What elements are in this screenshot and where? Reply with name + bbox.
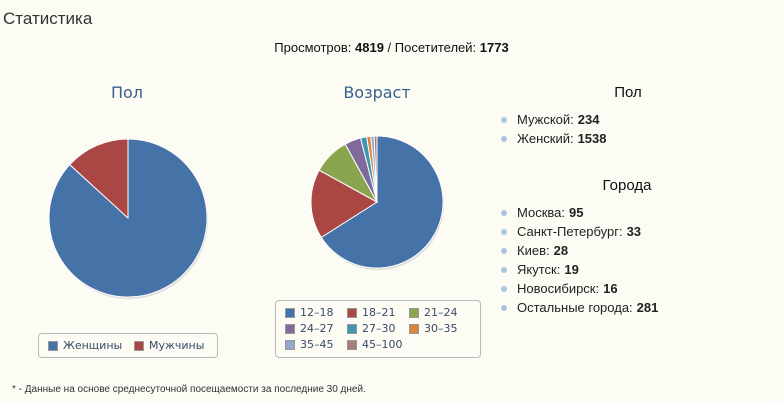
visitors-label: Посетителей: [394, 40, 477, 55]
cities-panel-list: Москва: 95 Санкт-Петербург: 33 Киев: 28 Яку… [501, 203, 658, 317]
city-item: Киев: 28 [501, 241, 658, 260]
legend-swatch [48, 340, 58, 351]
footnote: * - Данные на основе среднесуточной посе… [12, 384, 366, 395]
city-item: Москва: 95 [501, 203, 658, 222]
views-value: 4819 [355, 40, 384, 55]
page-title: Статистика [3, 9, 93, 28]
cities-panel-title: Города [602, 177, 652, 194]
item-value: 234 [577, 112, 600, 127]
item-value: 28 [553, 243, 569, 258]
summary-line: Просмотров: 4819 / Посетителей: 1773 [0, 40, 783, 55]
bullet-icon [501, 247, 507, 254]
item-value: 16 [603, 281, 618, 296]
age-legend-item: 21–24 [409, 306, 458, 319]
item-label: Новосибирск: [517, 281, 600, 296]
age-slice-1[interactable] [310, 169, 378, 239]
summary-separator: / [383, 40, 395, 55]
city-item: Новосибирск: 16 [501, 279, 658, 298]
city-item: Якутск: 19 [501, 260, 658, 279]
legend-label: 24–27 [300, 322, 334, 335]
gender-legend: Женщины Мужчины [38, 333, 218, 358]
age-legend-item: 27–30 [347, 322, 396, 335]
item-value: 95 [569, 205, 584, 220]
age-pie-chart [310, 135, 444, 270]
age-legend-item: 30–35 [409, 322, 458, 335]
gender-panel-item: Мужской: 234 [501, 110, 607, 129]
gender-chart-title: Пол [110, 83, 144, 102]
legend-label: 30–35 [424, 322, 458, 335]
legend-label: 45–100 [362, 338, 403, 351]
bullet-icon [501, 116, 507, 123]
gender-panel-list: Мужской: 234 Женский: 1538 [501, 110, 607, 148]
age-legend-item: 18–21 [347, 306, 396, 319]
bullet-icon [501, 209, 507, 216]
legend-label: 35–45 [300, 338, 334, 351]
legend-swatch [285, 339, 295, 350]
gender-legend-item: Мужчины [134, 339, 204, 352]
age-slice-7[interactable] [373, 135, 378, 203]
item-label: Санкт-Петербург: [517, 224, 623, 239]
legend-label: 18–21 [362, 306, 396, 319]
age-legend-item: 24–27 [285, 322, 334, 335]
item-label: Москва: [517, 205, 565, 220]
legend-swatch [409, 323, 419, 334]
legend-label: 21–24 [424, 306, 458, 319]
legend-swatch [134, 340, 144, 351]
bullet-icon [501, 135, 507, 142]
item-label: Мужской: [517, 112, 574, 127]
legend-label: 27–30 [362, 322, 396, 335]
legend-label: Мужчины [149, 339, 205, 352]
legend-label: Женщины [63, 339, 123, 352]
item-label: Остальные города: [517, 300, 633, 315]
bullet-icon [501, 266, 507, 273]
city-item: Остальные города: 281 [501, 298, 658, 317]
age-legend-item: 12–18 [285, 306, 334, 319]
gender-panel-item: Женский: 1538 [501, 129, 607, 148]
legend-swatch [347, 339, 357, 350]
legend-swatch [347, 307, 357, 318]
city-item: Санкт-Петербург: 33 [501, 222, 658, 241]
legend-swatch [285, 307, 295, 318]
item-label: Киев: [517, 243, 550, 258]
item-label: Женский: [517, 131, 574, 146]
age-legend: 12–18 18–21 21–24 24–27 27–30 30–35 35–45 45–10… [275, 300, 481, 358]
item-value: 281 [636, 300, 659, 315]
age-legend-item: 35–45 [285, 338, 334, 351]
legend-swatch [409, 307, 419, 318]
gender-slice-1[interactable] [69, 138, 129, 220]
gender-panel-title: Пол [614, 84, 642, 101]
bullet-icon [501, 285, 507, 292]
legend-swatch [285, 323, 295, 334]
bullet-icon [501, 304, 507, 311]
views-label: Просмотров: [274, 40, 352, 55]
age-chart-title: Возраст [343, 83, 411, 102]
item-value: 19 [564, 262, 579, 277]
age-slice-0[interactable] [320, 135, 444, 269]
bullet-icon [501, 228, 507, 235]
gender-legend-item: Женщины [48, 339, 122, 352]
gender-pie-chart [48, 138, 208, 299]
visitors-value: 1773 [479, 40, 509, 55]
legend-label: 12–18 [300, 306, 334, 319]
legend-swatch [347, 323, 357, 334]
item-value: 1538 [577, 131, 607, 146]
item-label: Якутск: [517, 262, 561, 277]
age-legend-item: 45–100 [347, 338, 403, 351]
item-value: 33 [626, 224, 642, 239]
